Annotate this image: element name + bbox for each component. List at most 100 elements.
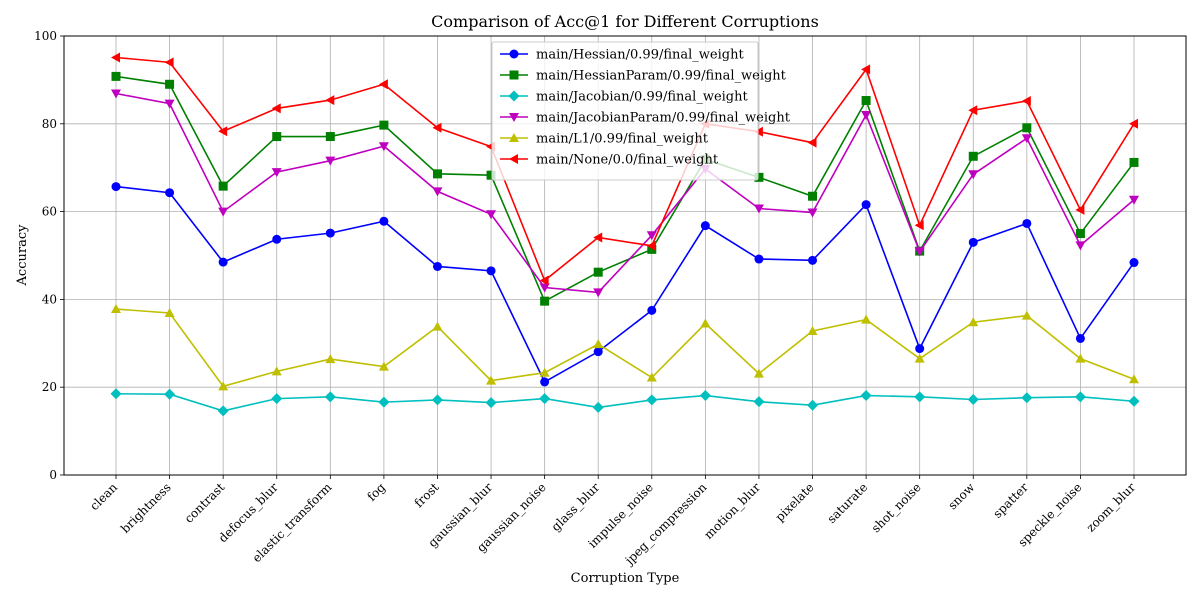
data-point [807, 399, 819, 411]
data-point [1074, 391, 1086, 403]
legend-entry: main/HessianParam/0.99/final_weight [500, 69, 787, 84]
y-tick-label: 0 [49, 468, 57, 482]
x-tick-label: pixelate [773, 480, 817, 524]
data-point [647, 244, 657, 254]
data-point [110, 388, 122, 400]
legend-entry: main/Hessian/0.99/final_weight [500, 48, 744, 63]
data-point [378, 396, 390, 408]
y-axis-label: Accuracy [15, 224, 30, 287]
data-point [217, 405, 229, 417]
data-point [593, 267, 603, 277]
y-tick-label: 60 [42, 205, 57, 219]
legend-box [491, 41, 759, 181]
data-point [699, 390, 711, 402]
data-point [968, 105, 978, 116]
data-point [1022, 123, 1032, 133]
data-point [1021, 392, 1033, 404]
data-point [111, 89, 121, 99]
data-point [111, 304, 121, 314]
data-point [432, 321, 443, 331]
data-point [861, 96, 871, 106]
data-point [593, 232, 603, 243]
data-point [1075, 353, 1086, 363]
data-point [271, 168, 282, 178]
data-point [593, 288, 604, 298]
legend-marker [509, 113, 519, 122]
legend-entry: main/None/0.0/final_weight [500, 153, 719, 168]
data-point [861, 200, 871, 210]
data-point [808, 255, 818, 265]
legend-marker [508, 90, 520, 102]
data-point [914, 247, 925, 257]
data-point [646, 372, 657, 382]
data-point [807, 137, 817, 148]
x-tick-label: contrast [182, 480, 228, 526]
legend: main/Hessian/0.99/final_weight main/Hessi… [491, 41, 791, 181]
legend-label: main/HessianParam/0.99/final_weight [536, 69, 787, 84]
series-2 [110, 388, 1140, 417]
x-tick-label: saturate [824, 480, 870, 526]
data-point [753, 204, 764, 214]
chart-title: Comparison of Acc@1 for Different Corrup… [431, 12, 819, 31]
y-tick-label: 40 [42, 292, 57, 306]
data-point [647, 305, 657, 315]
data-point [861, 64, 871, 75]
legend-entry: main/JacobianParam/0.99/final_weight [500, 111, 791, 126]
data-point [1129, 157, 1139, 167]
data-point [379, 216, 389, 226]
data-point [539, 275, 549, 286]
data-point [1075, 333, 1085, 343]
series-line [115, 56, 1135, 282]
data-point [807, 208, 818, 218]
data-point [325, 354, 336, 364]
x-tick-label: glass_blur [549, 480, 603, 534]
series-4 [111, 304, 1139, 391]
data-point [646, 394, 658, 406]
data-point [271, 366, 282, 376]
data-point [164, 57, 174, 68]
data-point [325, 95, 335, 106]
data-point [914, 353, 925, 363]
x-tick-label: motion_blur [701, 480, 763, 542]
data-point [540, 377, 550, 387]
data-point [1021, 95, 1031, 106]
data-point [325, 156, 336, 166]
data-point [861, 111, 872, 121]
data-point [1075, 241, 1086, 251]
data-point [218, 381, 229, 391]
data-point [1022, 218, 1032, 228]
data-point [271, 103, 281, 114]
data-point [165, 188, 175, 198]
data-point [111, 182, 121, 192]
data-point [378, 361, 389, 371]
y-tick-label: 80 [42, 117, 57, 131]
data-point [432, 122, 442, 133]
data-point [486, 170, 496, 180]
data-point [753, 396, 765, 408]
data-point [967, 393, 979, 405]
legend-label: main/Jacobian/0.99/final_weight [536, 90, 748, 105]
data-point [1128, 395, 1140, 407]
legend-marker [509, 133, 519, 142]
x-tick-label: frost [412, 480, 442, 510]
data-point [218, 126, 228, 137]
data-point [539, 393, 551, 405]
data-point [272, 234, 282, 244]
data-point [432, 169, 442, 179]
data-point [808, 191, 818, 201]
y-tick-label: 100 [34, 29, 57, 43]
data-point [272, 132, 282, 142]
data-point [593, 339, 604, 349]
data-point [485, 397, 497, 409]
series-line [115, 92, 1135, 294]
data-point [914, 220, 924, 231]
data-point [165, 79, 175, 89]
data-point [486, 266, 496, 276]
data-point [807, 326, 818, 336]
legend-marker [509, 49, 519, 59]
data-point [754, 254, 764, 264]
data-point [968, 317, 979, 327]
data-point [968, 170, 979, 180]
data-point [218, 257, 228, 267]
